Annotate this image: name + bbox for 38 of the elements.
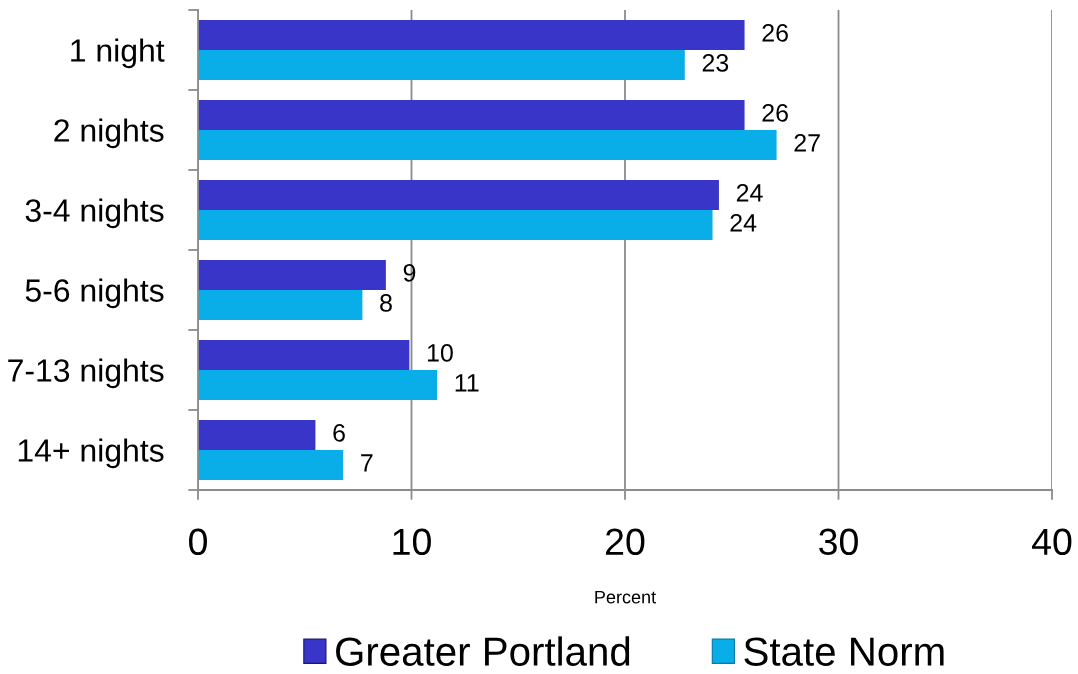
y-tick-label: 5-6 nights [25, 278, 164, 309]
bar [198, 370, 438, 400]
bar [198, 450, 344, 480]
bar [198, 20, 745, 50]
bar [198, 130, 777, 160]
data-label: 6 [333, 424, 345, 442]
y-tick-label: 7-13 nights [8, 358, 164, 389]
data-label: 8 [380, 294, 392, 312]
data-label: 11 [455, 374, 479, 392]
legend-label: State Norm [744, 637, 944, 666]
legend-label: Greater Portland [336, 636, 630, 666]
bar [198, 290, 363, 320]
x-axis-title: Percent [595, 590, 656, 604]
y-tick-label: 2 nights [54, 118, 164, 149]
x-tick-label: 10 [393, 528, 431, 556]
x-tick-label: 20 [606, 528, 645, 556]
y-tick-label: 14+ nights [18, 438, 164, 469]
bar [198, 420, 316, 450]
data-label: 9 [403, 264, 416, 282]
y-tick-label: 1 night [71, 38, 165, 69]
data-label: 27 [794, 134, 820, 152]
bar [198, 260, 386, 290]
bar [198, 50, 685, 80]
bar [198, 100, 745, 130]
bar [198, 180, 719, 210]
data-label: 23 [702, 54, 729, 72]
data-label: 10 [427, 344, 453, 362]
bar [198, 210, 713, 240]
data-label: 24 [736, 184, 763, 202]
x-tick-label: 0 [189, 528, 207, 556]
y-tick-label: 3-4 nights [25, 198, 164, 229]
data-label: 24 [730, 214, 757, 232]
x-tick-label: 40 [1032, 528, 1072, 556]
data-label: 7 [361, 454, 373, 472]
bar [198, 340, 410, 370]
x-tick-label: 30 [819, 528, 858, 556]
data-label: 26 [762, 24, 788, 42]
data-label: 26 [762, 104, 788, 122]
